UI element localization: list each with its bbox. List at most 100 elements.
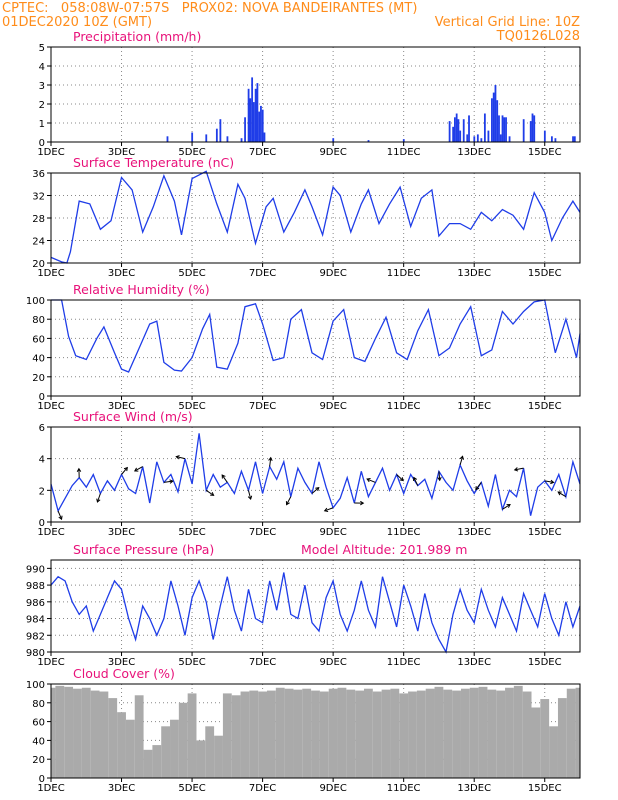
cloud-bar: [64, 686, 74, 778]
panel-title: Surface Pressure (hPa): [73, 542, 214, 557]
cloud-bar: [267, 690, 276, 778]
precip-bar: [480, 138, 483, 142]
cloud-bar: [222, 693, 232, 778]
wind-arrow-head: [437, 476, 442, 482]
wind-arrow: [557, 491, 567, 498]
wind-arrow-head: [399, 477, 404, 482]
cloud-bar: [108, 698, 118, 778]
panel-annotation: Model Altitude: 201.989 m: [301, 542, 467, 557]
cloud-bar: [531, 707, 541, 778]
precip-bar: [258, 111, 261, 142]
y-tick-label: 0: [39, 138, 45, 149]
cloud-bar: [311, 690, 320, 778]
precip-bar: [244, 117, 246, 142]
y-tick-label: 20: [32, 259, 45, 270]
precip-bar: [215, 128, 218, 142]
cloud-bar: [81, 687, 91, 778]
header-line1: CPTEC: 058:08W-07:57S PROX02: NOVA BANDE…: [2, 1, 418, 16]
cloud-bar: [125, 719, 135, 778]
x-tick-label: 5DEC: [178, 527, 205, 538]
x-tick-label: 9DEC: [319, 657, 346, 668]
panel-frame: [50, 559, 581, 653]
x-tick-label: 3DEC: [108, 147, 135, 158]
panel-1: [47, 46, 581, 146]
x-tick-label: 5DEC: [178, 268, 205, 279]
cloud-bar: [143, 749, 153, 778]
precip-bar: [254, 88, 257, 142]
cloud-bar: [231, 695, 241, 778]
precip-bar: [492, 92, 495, 142]
panel-title: Surface Wind (m/s): [73, 409, 193, 424]
panel-title: Precipitation (mm/h): [73, 29, 201, 44]
cloud-bar: [372, 691, 382, 778]
x-tick-label: 3DEC: [108, 657, 135, 668]
precip-bar: [550, 136, 553, 142]
y-tick-label: 0: [39, 774, 45, 785]
wind-arrow: [57, 510, 63, 520]
y-tick-label: 60: [32, 718, 45, 729]
x-tick-label: 15DEC: [528, 147, 562, 158]
y-tick-label: 20: [32, 373, 45, 384]
precip-bar: [554, 138, 557, 142]
precip-bar: [473, 136, 476, 142]
x-tick-label: 15DEC: [528, 401, 562, 412]
y-tick-label: 984: [26, 615, 45, 626]
cloud-bar: [487, 689, 497, 778]
wind-arrow-head: [76, 467, 82, 472]
precip-bar: [503, 117, 506, 142]
wind-arrow: [134, 466, 143, 472]
cloud-bar: [434, 686, 444, 778]
x-tick-label: 9DEC: [319, 268, 346, 279]
cloud-bar: [575, 687, 580, 778]
cloud-bar: [302, 688, 312, 778]
wind-arrow-head: [360, 500, 365, 506]
precip-bar: [494, 85, 497, 142]
series-line: [50, 433, 581, 516]
cloud-bar: [443, 689, 453, 778]
precip-bar: [462, 119, 465, 142]
cloud-bar: [99, 691, 109, 778]
y-tick-label: 0: [39, 518, 45, 529]
x-tick-label: 13DEC: [457, 783, 491, 794]
cloud-bar: [469, 687, 479, 778]
x-tick-label: 5DEC: [178, 657, 205, 668]
y-tick-label: 2: [39, 486, 45, 497]
wind-arrow-head: [550, 479, 555, 485]
precip-bar: [572, 136, 574, 142]
cloud-bar: [505, 687, 514, 778]
wind-arrow: [311, 487, 320, 494]
wind-arrow: [176, 456, 186, 460]
wind-arrow-head: [133, 467, 139, 472]
precip-bar: [508, 136, 511, 142]
x-tick-label: 1DEC: [37, 783, 64, 794]
x-tick-label: 11DEC: [387, 401, 421, 412]
cloud-bar: [249, 690, 259, 778]
cloud-bar: [549, 726, 558, 778]
precip-bar: [247, 88, 250, 142]
panel-3: [47, 299, 581, 400]
wind-arrow: [121, 467, 128, 475]
wind-arrow-head: [285, 501, 290, 506]
cloud-bar: [355, 690, 364, 778]
wind-arrow-head: [210, 491, 215, 496]
panel-title: Surface Temperature (nC): [73, 155, 234, 170]
wind-arrow: [396, 474, 404, 482]
x-tick-label: 1DEC: [37, 268, 64, 279]
y-tick-label: 100: [26, 296, 45, 307]
precip-bar: [205, 134, 208, 142]
cloud-bar: [275, 687, 285, 778]
y-tick-label: 36: [32, 169, 45, 180]
y-tick-label: 5: [39, 43, 45, 54]
precip-bar: [499, 134, 502, 142]
wind-arrow-head: [459, 455, 464, 460]
wind-arrow-head: [557, 491, 562, 496]
cloud-bar: [496, 690, 506, 778]
cloud-bar: [337, 687, 347, 778]
y-tick-label: 2: [39, 100, 45, 111]
y-tick-label: 20: [32, 755, 45, 766]
x-tick-label: 11DEC: [387, 147, 421, 158]
x-tick-label: 15DEC: [528, 783, 562, 794]
cloud-bar: [425, 688, 435, 778]
precip-bar: [252, 102, 255, 142]
